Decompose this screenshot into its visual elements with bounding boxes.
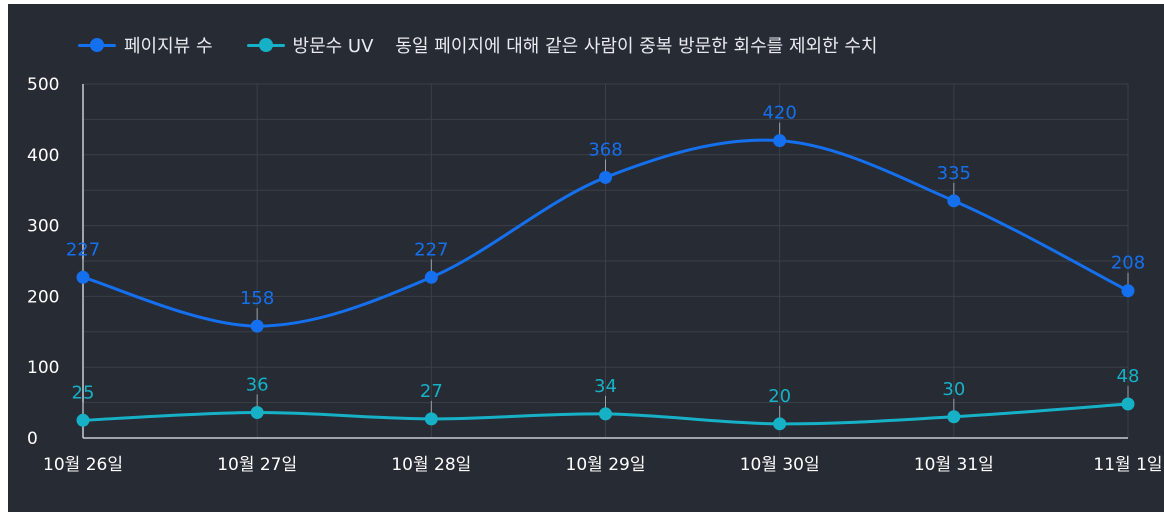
data-label: 158 [240,288,274,309]
data-label: 208 [1111,253,1145,274]
data-label: 20 [768,386,791,407]
data-point [76,270,90,284]
data-point [773,134,787,148]
data-point [76,413,90,427]
data-point [1121,397,1135,411]
data-label: 335 [937,163,971,184]
data-label: 27 [420,381,443,402]
data-point [599,407,612,421]
data-label: 420 [762,103,796,124]
data-point [424,412,438,426]
chart-legend: 페이지뷰 수 방문수 UV 동일 페이지에 대해 같은 사람이 중복 방문한 회… [78,32,877,58]
legend-item-pageviews[interactable]: 페이지뷰 수 [78,32,213,58]
y-tick-label: 0 [27,429,38,449]
legend-item-uv[interactable]: 방문수 UV [246,32,374,58]
data-label: 368 [588,139,622,160]
data-point [773,417,787,431]
data-point [250,406,264,420]
y-tick-label: 400 [27,146,59,166]
x-tick-label: 11월 1일 [1093,455,1162,475]
y-tick-label: 100 [27,358,59,378]
x-tick-label: 10월 27일 [217,455,297,475]
data-point [947,194,961,208]
data-label: 34 [594,376,617,397]
legend-label-pageviews: 페이지뷰 수 [124,36,213,57]
data-label: 227 [414,239,448,260]
x-tick-label: 10월 26일 [43,455,123,475]
data-point [424,270,438,284]
data-label: 30 [942,379,965,400]
data-label: 25 [72,382,95,403]
data-point [1121,284,1135,298]
legend-swatch-pageviews [78,38,116,52]
data-point [250,319,264,333]
data-label: 227 [66,239,100,260]
data-point [947,410,961,424]
legend-note: 동일 페이지에 대해 같은 사람이 중복 방문한 회수를 제외한 수치 [395,36,878,57]
legend-label-uv: 방문수 UV [292,36,374,57]
y-tick-label: 500 [27,75,59,95]
x-tick-label: 10월 31일 [914,455,994,475]
chart-panel: 페이지뷰 수 방문수 UV 동일 페이지에 대해 같은 사람이 중복 방문한 회… [8,4,1164,512]
y-tick-label: 300 [27,217,59,237]
x-tick-label: 10월 28일 [391,455,471,475]
legend-swatch-uv [246,38,285,52]
y-tick-label: 200 [27,287,59,307]
data-label: 48 [1117,366,1140,387]
x-tick-label: 10월 29일 [566,455,646,475]
data-label: 36 [246,375,269,396]
data-point [599,170,612,184]
x-tick-label: 10월 30일 [740,455,820,475]
